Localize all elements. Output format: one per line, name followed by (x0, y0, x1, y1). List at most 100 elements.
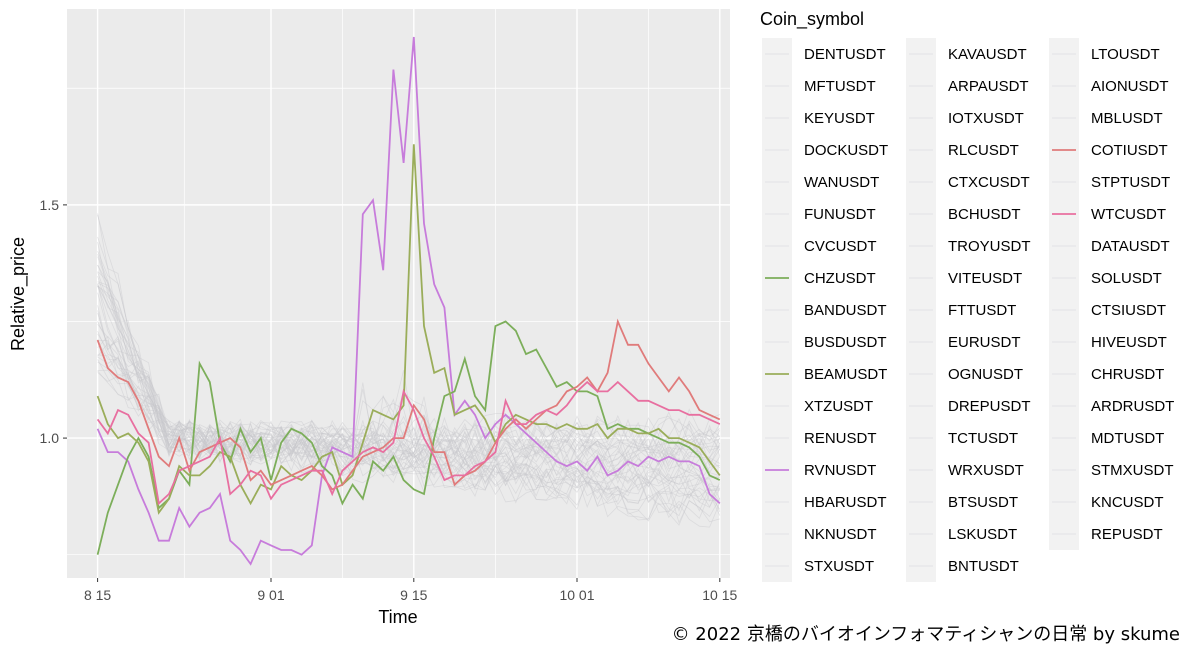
background-series-line (97, 285, 720, 478)
legend-label: RLCUSDT (948, 142, 1019, 159)
legend-label: AIONUSDT (1091, 78, 1169, 95)
legend-entry-ognusdt: OGNUSDT (906, 358, 1023, 390)
legend-entry-dockusdt: DOCKUSDT (762, 134, 888, 166)
legend-label: COTIUSDT (1091, 142, 1168, 159)
legend-entry-fttusdt: FTTUSDT (906, 294, 1016, 326)
background-series-line (97, 282, 721, 474)
legend-label: FTTUSDT (948, 302, 1016, 319)
legend-label: DOCKUSDT (804, 142, 888, 159)
highlight-series (96, 36, 721, 566)
legend-entry-wanusdt: WANUSDT (762, 166, 879, 198)
legend-label: WANUSDT (804, 174, 879, 191)
legend-entry-aionusdt: AIONUSDT (1049, 70, 1169, 102)
x-tick-label: 8 15 (84, 587, 111, 603)
legend-label: ARDRUSDT (1091, 398, 1174, 415)
legend: DENTUSDT MFTUSDT KEYUSDT DOCKUSDT WANUSDT FUN… (762, 38, 1174, 582)
axes: 1.0 1.5 8 15 9 01 9 15 10 01 10 15 (40, 197, 738, 603)
legend-entry-bchusdt: BCHUSDT (906, 198, 1021, 230)
background-series-line (97, 330, 721, 500)
legend-entry-stxusdt: STXUSDT (762, 550, 874, 582)
x-axis-title: Time (378, 607, 417, 627)
legend-entry-arpausdt: ARPAUSDT (906, 70, 1029, 102)
legend-label: LSKUSDT (948, 526, 1017, 543)
legend-label: MFTUSDT (804, 78, 876, 95)
y-axis-title: Relative_price (8, 237, 29, 351)
background-series-line (97, 356, 720, 504)
legend-label: MBLUSDT (1091, 110, 1163, 127)
legend-entry-chzusdt: CHZUSDT (762, 262, 876, 294)
background-series-line (97, 272, 721, 457)
legend-label: NKNUSDT (804, 526, 877, 543)
background-series-line (97, 281, 721, 467)
legend-label: WRXUSDT (948, 462, 1024, 479)
legend-label: WTCUSDT (1091, 206, 1166, 223)
legend-entry-ltousdt: LTOUSDT (1049, 38, 1160, 70)
legend-label: DENTUSDT (804, 46, 886, 63)
background-series-line (97, 340, 721, 470)
legend-label: DATAUSDT (1091, 238, 1170, 255)
legend-label: BUSDUSDT (804, 334, 887, 351)
background-series-line (97, 264, 721, 468)
background-series-line (97, 285, 721, 459)
legend-entry-cotiusdt: COTIUSDT (1049, 134, 1168, 166)
legend-entry-nknusdt: NKNUSDT (762, 518, 877, 550)
background-series-line (97, 339, 720, 463)
series-line-cotiusdt (96, 318, 721, 491)
legend-entry-datausdt: DATAUSDT (1049, 230, 1170, 262)
background-series (97, 213, 721, 528)
legend-label: STPTUSDT (1091, 174, 1170, 191)
background-series-line (97, 333, 721, 466)
legend-label: BEAMUSDT (804, 366, 887, 383)
legend-label: CTXCUSDT (948, 174, 1030, 191)
legend-entry-kavausdt: KAVAUSDT (906, 38, 1027, 70)
background-series-line (97, 256, 721, 526)
legend-entry-xtzusdt: XTZUSDT (762, 390, 873, 422)
legend-label: BNTUSDT (948, 558, 1019, 575)
legend-label: XTZUSDT (804, 398, 873, 415)
background-series-line (97, 236, 721, 512)
legend-entry-wrxusdt: WRXUSDT (906, 454, 1024, 486)
legend-label: BTSUSDT (948, 494, 1018, 511)
x-tick-label: 10 01 (559, 587, 594, 603)
legend-label: TROYUSDT (948, 238, 1031, 255)
legend-entry-renusdt: RENUSDT (762, 422, 877, 454)
background-series-line (97, 305, 720, 491)
background-series-line (97, 285, 720, 477)
x-tick-label: 9 15 (400, 587, 427, 603)
legend-entry-tctusdt: TCTUSDT (906, 422, 1018, 454)
x-tick-label: 10 15 (702, 587, 737, 603)
legend-entry-busdusdt: BUSDUSDT (762, 326, 887, 358)
legend-entry-ardrusdt: ARDRUSDT (1049, 390, 1174, 422)
legend-entry-btsusdt: BTSUSDT (906, 486, 1018, 518)
legend-entry-stmxusdt: STMXUSDT (1049, 454, 1174, 486)
legend-entry-stptusdt: STPTUSDT (1049, 166, 1170, 198)
legend-entry-wtcusdt: WTCUSDT (1049, 198, 1166, 230)
legend-entry-mblusdt: MBLUSDT (1049, 102, 1163, 134)
legend-entry-hbarusdt: HBARUSDT (762, 486, 887, 518)
background-series-line (97, 241, 721, 474)
series-line-chzusdt (96, 320, 721, 555)
legend-label: CTSIUSDT (1091, 302, 1166, 319)
legend-entry-iotxusdt: IOTXUSDT (906, 102, 1024, 134)
legend-entry-kncusdt: KNCUSDT (1049, 486, 1164, 518)
legend-entry-ctsiusdt: CTSIUSDT (1049, 294, 1166, 326)
background-series-line (97, 292, 721, 458)
legend-title: Coin_symbol (760, 9, 864, 30)
background-series-line (97, 335, 720, 457)
legend-entry-dentusdt: DENTUSDT (762, 38, 886, 70)
background-series-line (97, 213, 721, 480)
legend-entry-mftusdt: MFTUSDT (762, 70, 876, 102)
legend-label: SOLUSDT (1091, 270, 1162, 287)
legend-label: FUNUSDT (804, 206, 876, 223)
legend-entry-beamusdt: BEAMUSDT (762, 358, 887, 390)
background-series-line (97, 284, 720, 485)
legend-label: MDTUSDT (1091, 430, 1164, 447)
legend-entry-troyusdt: TROYUSDT (906, 230, 1031, 262)
background-series-line (97, 310, 721, 503)
legend-entry-rlcusdt: RLCUSDT (906, 134, 1019, 166)
background-series-line (97, 283, 721, 455)
legend-entry-solusdt: SOLUSDT (1049, 262, 1162, 294)
legend-label: HIVEUSDT (1091, 334, 1167, 351)
legend-entry-funusdt: FUNUSDT (762, 198, 876, 230)
background-series-line (97, 271, 720, 504)
